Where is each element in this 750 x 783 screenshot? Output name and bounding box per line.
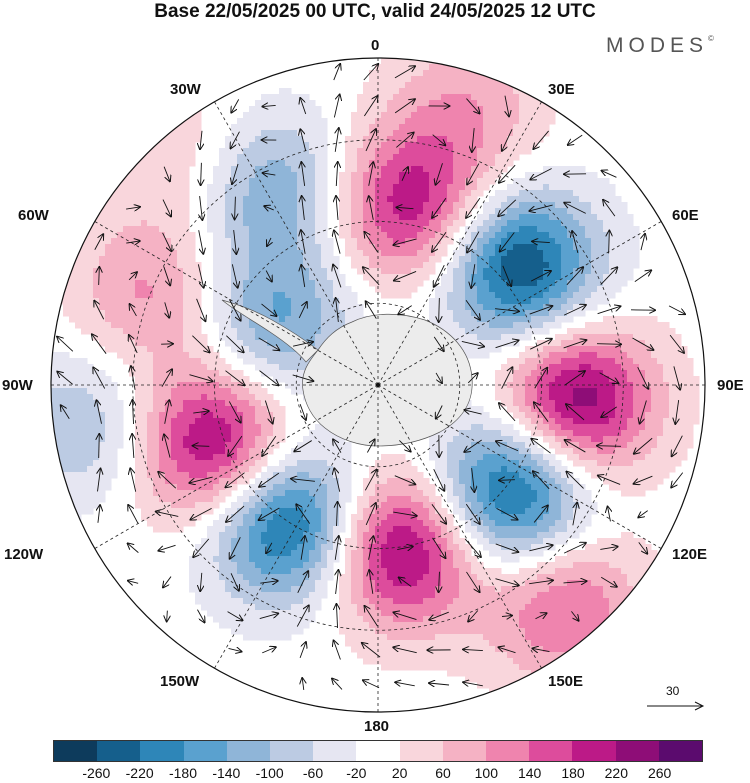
latitude-circle [132, 139, 624, 631]
antarctica-landmass [302, 313, 473, 447]
lon-label-150w: 150W [160, 673, 200, 690]
meridian-line [94, 384, 379, 549]
antarctic-peninsula [221, 299, 319, 363]
south-pole-dot [376, 383, 380, 387]
reference-arrow-icon [647, 701, 705, 711]
modes-logo: MODES© [606, 34, 714, 58]
lon-label-60w: 60W [18, 207, 49, 224]
copyright-mark: © [708, 34, 714, 43]
lon-label-150e: 150E [548, 673, 584, 690]
colorbar-swatch [54, 741, 98, 761]
colorbar-tick-label: -260 [82, 765, 111, 781]
colorbar [53, 740, 703, 762]
meridian-line [214, 101, 379, 386]
lon-label-90e: 90E [717, 377, 744, 394]
lon-label-120e: 120E [672, 546, 708, 563]
colorbar-tick-label: 220 [604, 765, 629, 781]
colorbar-swatch [226, 741, 271, 761]
antarctica-continent [221, 299, 473, 447]
map-title: Base 22/05/2025 00 UTC, valid 24/05/2025… [154, 1, 596, 22]
meridian-line [94, 221, 379, 386]
meridian-line [377, 101, 542, 386]
colorbar-swatch [442, 741, 487, 761]
colorbar-ticks: -260 -220 -180 -140 -100 -60 -20 20 60 100 140 180 2… [53, 765, 703, 783]
meridian-line [377, 384, 542, 669]
colorbar-tick-label: 260 [647, 765, 672, 781]
reference-vector-value: 30 [666, 684, 680, 698]
colorbar-swatch [529, 741, 573, 761]
reference-vector: 30 [646, 684, 706, 714]
brand-text: MODES [606, 34, 709, 57]
lon-label-0: 0 [371, 37, 380, 54]
lon-label-60e: 60E [672, 207, 699, 224]
colorbar-tick-label: -140 [212, 765, 241, 781]
colorbar-tick-label: 20 [391, 765, 408, 781]
colorbar-tick-label: -180 [168, 765, 198, 781]
lon-label-90w: 90W [2, 377, 33, 394]
colorbar-swatch [399, 741, 443, 761]
colorbar-swatch [356, 741, 400, 761]
graticule [51, 58, 705, 712]
colorbar-swatch [658, 741, 703, 761]
colorbar-tick-label: 180 [561, 765, 585, 781]
colorbar-tick-label: 100 [474, 765, 499, 781]
colorbar-tick-label: -20 [346, 765, 367, 781]
colorbar-swatch [140, 741, 184, 761]
colorbar-swatch [97, 741, 141, 761]
wind-vectors [57, 64, 685, 690]
colorbar-swatch [183, 741, 227, 761]
lon-label-120w: 120W [4, 546, 44, 563]
colorbar-swatch [486, 741, 530, 761]
colorbar-swatch [615, 741, 659, 761]
colorbar-tick-label: -100 [255, 765, 284, 781]
latitude-circle [295, 302, 461, 468]
colorbar-swatch [313, 741, 357, 761]
colorbar-tick-label: 60 [435, 765, 451, 781]
lon-label-180: 180 [364, 718, 390, 735]
lon-label-30w: 30W [170, 81, 201, 98]
meridian-line [377, 221, 662, 386]
colorbar-tick-label: 140 [517, 765, 542, 781]
meridian-line [377, 384, 662, 549]
lon-label-30e: 30E [548, 81, 575, 98]
colorbar-swatch [270, 741, 314, 761]
colorbar-tick-label: -220 [125, 765, 154, 781]
colorbar-swatch [572, 741, 616, 761]
colorbar-tick-label: -60 [302, 765, 324, 781]
map-boundary [50, 57, 706, 713]
